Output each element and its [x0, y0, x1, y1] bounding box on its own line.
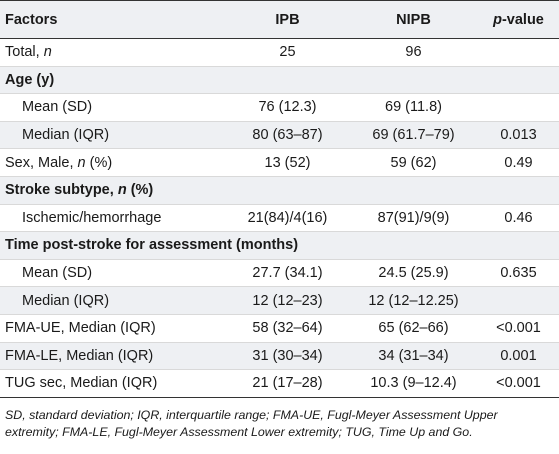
data-table: Factors IPB NIPB p-value Total, n 25 96 Age… — [0, 0, 559, 440]
cell-ipb: 21(84)/4(16) — [247, 209, 328, 226]
row-label-italic: n — [117, 182, 127, 199]
row-label: Sex, Male, n (%) — [0, 155, 226, 171]
row-label-text: FMA-LE, Median (IQR) — [5, 347, 154, 364]
table-row: Mean (SD) 27.7 (34.1) 24.5 (25.9) 0.635 — [0, 260, 559, 288]
table-row: Ischemic/hemorrhage 21(84)/4(16) 87(91)/9(… — [0, 205, 559, 233]
cell-ipb: 76 (12.3) — [258, 99, 317, 116]
row-label-text: Stroke subtype, — [5, 182, 118, 199]
header-nipb: NIPB — [396, 11, 431, 28]
cell-nipb: 65 (62–66) — [378, 320, 449, 337]
row-label: TUG sec, Median (IQR) — [0, 375, 226, 391]
row-label-text: Age (y) — [5, 71, 55, 88]
row-label: FMA-LE, Median (IQR) — [0, 348, 226, 364]
row-label: Median (IQR) — [0, 293, 226, 309]
cell-p-value: 0.001 — [500, 347, 537, 364]
table-row: TUG sec, Median (IQR) 21 (17–28) 10.3 (9–1… — [0, 370, 559, 398]
table-row: FMA-UE, Median (IQR) 58 (32–64) 65 (62–66)… — [0, 315, 559, 343]
row-label-italic: n — [77, 154, 86, 171]
cell-nipb: 24.5 (25.9) — [378, 265, 449, 282]
cell-ipb: 58 (32–64) — [252, 320, 323, 337]
row-label-italic: n — [43, 44, 52, 61]
header-p-italic: p — [493, 11, 502, 28]
header-factors: Factors — [5, 11, 58, 28]
row-label: Age (y) — [0, 72, 226, 88]
section-row: Stroke subtype, n (%) — [0, 176, 559, 205]
row-label-text: Ischemic/hemorrhage — [22, 209, 162, 226]
row-label: Stroke subtype, n (%) — [0, 182, 226, 198]
cell-ipb: 12 (12–23) — [252, 292, 323, 309]
header-p-value: p-value — [478, 12, 559, 28]
cell-p-value: <0.001 — [496, 320, 541, 337]
cell-nipb: 69 (61.7–79) — [372, 127, 455, 144]
table-footnote: SD, standard deviation; IQR, interquarti… — [5, 407, 498, 440]
cell-ipb: 27.7 (34.1) — [252, 265, 323, 282]
cell-nipb: 12 (12–12.25) — [368, 292, 459, 309]
table-body: Total, n 25 96 Age (y) Mean (SD) 76 (12.3) 69 … — [0, 39, 559, 398]
row-label: Total, n — [0, 44, 226, 60]
header-p-rest: -value — [501, 11, 544, 28]
row-label: Mean (SD) — [0, 265, 226, 281]
cell-p-value: 0.635 — [500, 265, 537, 282]
row-label-text: Mean (SD) — [22, 265, 93, 282]
row-label-text: Median (IQR) — [22, 292, 110, 309]
row-label: FMA-UE, Median (IQR) — [0, 320, 226, 336]
row-label: Mean (SD) — [0, 99, 226, 115]
cell-nipb: 87(91)/9(9) — [377, 209, 450, 226]
row-label-text: Median (IQR) — [22, 127, 110, 144]
row-label-suffix: (%) — [85, 154, 113, 171]
header-ipb: IPB — [275, 11, 300, 28]
table-header-row: Factors IPB NIPB p-value — [0, 0, 559, 39]
cell-nipb: 69 (11.8) — [385, 99, 442, 116]
row-label-text: Sex, Male, — [5, 154, 78, 171]
section-row: Age (y) — [0, 66, 559, 95]
row-label-suffix: (%) — [126, 182, 154, 199]
cell-p-value: 0.013 — [500, 127, 537, 144]
cell-p-value: 0.46 — [504, 209, 533, 226]
cell-ipb: 80 (63–87) — [252, 127, 323, 144]
row-label: Median (IQR) — [0, 127, 226, 143]
cell-ipb: 25 — [279, 44, 296, 61]
row-label-text: TUG sec, Median (IQR) — [5, 375, 158, 392]
row-label-text: Time post-stroke for assessment (months) — [5, 237, 299, 254]
table-row: Mean (SD) 76 (12.3) 69 (11.8) — [0, 94, 559, 122]
cell-p-value: <0.001 — [496, 375, 541, 392]
row-label: Time post-stroke for assessment (months) — [0, 237, 298, 253]
table-row: FMA-LE, Median (IQR) 31 (30–34) 34 (31–34)… — [0, 342, 559, 371]
table-row: Total, n 25 96 — [0, 39, 559, 67]
row-label-text: FMA-UE, Median (IQR) — [5, 320, 156, 337]
table-row: Median (IQR) 80 (63–87) 69 (61.7–79) 0.013 — [0, 121, 559, 150]
cell-ipb: 31 (30–34) — [252, 347, 323, 364]
row-label: Ischemic/hemorrhage — [0, 210, 226, 226]
cell-ipb: 21 (17–28) — [252, 375, 323, 392]
table-row: Sex, Male, n (%) 13 (52) 59 (62) 0.49 — [0, 149, 559, 177]
cell-nipb: 96 — [405, 44, 422, 61]
cell-ipb: 13 (52) — [264, 154, 311, 171]
cell-nipb: 59 (62) — [390, 154, 437, 171]
section-row: Time post-stroke for assessment (months) — [0, 232, 559, 260]
row-label-text: Mean (SD) — [22, 99, 93, 116]
table-row: Median (IQR) 12 (12–23) 12 (12–12.25) — [0, 287, 559, 315]
cell-nipb: 34 (31–34) — [378, 347, 449, 364]
cell-nipb: 10.3 (9–12.4) — [370, 375, 457, 392]
cell-p-value: 0.49 — [504, 154, 533, 171]
row-label-text: Total, — [5, 44, 44, 61]
